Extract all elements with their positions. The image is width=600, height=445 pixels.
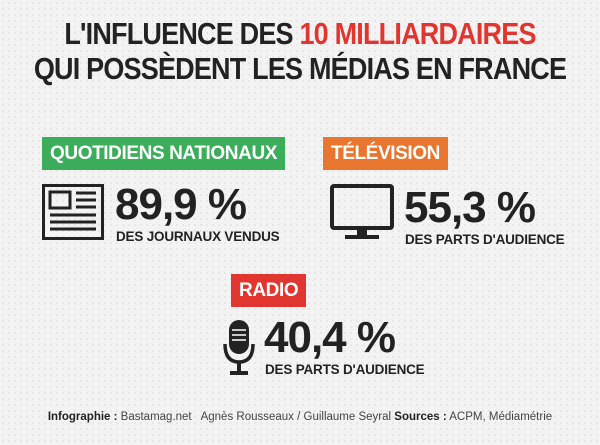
newspaper-icon	[42, 184, 104, 240]
value-radio: 40,4 %	[264, 313, 396, 362]
badge-quotidiens-nationaux: QUOTIDIENS NATIONAUX	[42, 137, 286, 170]
title-line-2: QUI POSSÈDENT LES MÉDIAS EN FRANCE	[33, 52, 567, 86]
caption-quotidiens: DES JOURNAUX VENDUS	[116, 229, 280, 244]
footer-sources-label: Sources :	[394, 411, 447, 423]
caption-television: DES PARTS D'AUDIENCE	[405, 232, 565, 247]
microphone-icon	[223, 320, 255, 375]
footer-infographie-label: Infographie :	[47, 411, 118, 423]
title-highlight: 10 MILLIARDAIRES	[299, 17, 536, 51]
title-line-1: L'INFLUENCE DES 10 MILLIARDAIRES	[0, 17, 600, 52]
value-television: 55,3 %	[404, 183, 536, 232]
television-icon	[330, 184, 394, 239]
caption-radio: DES PARTS D'AUDIENCE	[265, 362, 425, 377]
badge-television: TÉLÉVISION	[323, 137, 448, 170]
footer-credits: Infographie : Bastamag.net Agnès Roussea…	[0, 411, 600, 423]
footer-sources-value: ACPM, Médiamétrie	[449, 411, 553, 423]
title-prefix: L'INFLUENCE DES	[64, 17, 300, 51]
footer-infographie-value: Bastamag.net Agnès Rousseaux / Guillaume…	[120, 411, 392, 423]
badge-radio: RADIO	[231, 274, 307, 307]
value-quotidiens: 89,9 %	[115, 180, 247, 229]
